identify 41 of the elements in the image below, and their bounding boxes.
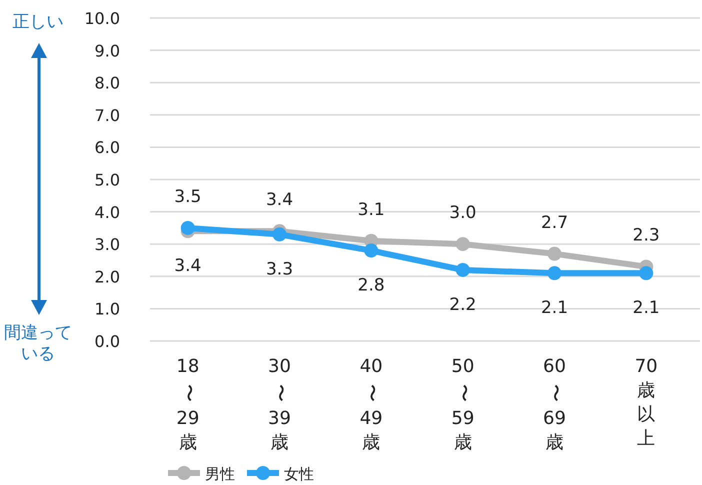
data-label: 3.4: [174, 256, 202, 276]
data-label: 2.1: [540, 298, 568, 318]
y-tick-label: 4.0: [94, 202, 120, 222]
point: [180, 220, 195, 235]
y-tick-label: 5.0: [94, 170, 120, 190]
y-tick-label: 7.0: [94, 106, 120, 125]
x-tick-label: 18〜29歳: [176, 356, 200, 453]
data-label: 3.5: [174, 186, 202, 207]
text: 正しい: [12, 12, 64, 32]
y-tick-label: 8.0: [94, 74, 120, 93]
data-label: 2.3: [632, 226, 660, 246]
x-tick-label: 70歳以上: [634, 356, 658, 449]
y-tick-label: 9.0: [94, 41, 120, 60]
text: 間違っている: [4, 323, 72, 364]
y-tick-label: 2.0: [94, 267, 120, 286]
data-label: 2.1: [632, 298, 660, 318]
data-label: 3.4: [266, 190, 294, 210]
x-tick-label: 50〜59歳: [451, 356, 474, 453]
x-tick-label: 30〜39歳: [268, 356, 291, 453]
point: [639, 266, 654, 280]
legend-label: 男性: [205, 465, 235, 483]
point: [456, 237, 470, 252]
point: [548, 266, 562, 280]
point: [548, 246, 562, 261]
legend-label: 女性: [284, 465, 314, 483]
y-tick-label: 6.0: [94, 138, 120, 158]
point: [456, 262, 470, 277]
data-label: 3.0: [449, 203, 476, 224]
data-label: 2.7: [540, 212, 568, 233]
data-label: 2.8: [358, 276, 385, 296]
y-tick-label: 1.0: [94, 300, 120, 319]
y-tick-label: 3.0: [94, 235, 120, 254]
y-tick-label: 10.0: [84, 9, 120, 28]
point: [272, 227, 286, 242]
data-label: 3.1: [358, 200, 385, 220]
data-label: 3.3: [266, 259, 294, 280]
y-tick-label: 0.0: [94, 332, 120, 351]
data-label: 2.2: [449, 294, 476, 315]
x-tick-label: 40〜49歳: [360, 356, 383, 453]
x-tick-label: 60〜69歳: [543, 356, 566, 453]
point: [364, 244, 378, 258]
